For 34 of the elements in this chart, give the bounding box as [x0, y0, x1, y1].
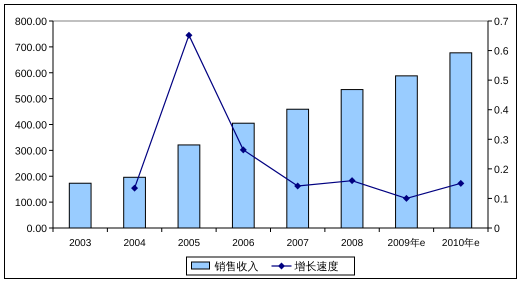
y2-tick-label: 0.3	[494, 134, 509, 146]
y-tick-label: 700.00	[14, 42, 48, 54]
point	[240, 146, 247, 154]
y2-tick-label: 0.4	[494, 104, 509, 117]
point	[185, 32, 192, 39]
y-tick-label: 300.00	[14, 145, 48, 158]
y2-tick-label: 0.5	[494, 75, 509, 88]
point	[348, 177, 356, 184]
y2-tick-label: 0.7	[494, 16, 509, 28]
y2-tick-label: 0.1	[494, 193, 509, 206]
y2-tick-label: 0	[494, 223, 500, 235]
y2-tick-label: 0.2	[494, 164, 509, 176]
point	[457, 180, 464, 187]
x-tick-label: 2008	[340, 238, 364, 249]
y2-tick-label: 0.6	[494, 46, 509, 58]
y-tick-label: 100.00	[14, 197, 48, 210]
point	[131, 184, 138, 192]
legend-label: 销售收入	[214, 260, 258, 273]
y-tick-label: 600.00	[14, 68, 48, 80]
y-tick-label: 500.00	[14, 94, 48, 106]
y-tick-label: 200.00	[14, 171, 48, 184]
legend-label: 增长速度	[294, 260, 338, 273]
x-tick-label: 2007	[286, 238, 310, 249]
y-tick-label: 800.00	[14, 16, 48, 28]
x-tick-label: 2005	[178, 238, 200, 249]
x-tick-label: 2003	[69, 238, 92, 249]
x-tick-label: 2004	[123, 238, 146, 249]
y-tick-label: 0.00	[26, 223, 48, 235]
x-tick-label: 2010年e	[442, 237, 480, 249]
point	[294, 182, 302, 190]
point	[402, 194, 410, 202]
x-tick-label: 2009年e	[388, 237, 426, 249]
x-tick-label: 2006	[232, 238, 255, 249]
y-tick-label: 400.00	[14, 120, 48, 132]
